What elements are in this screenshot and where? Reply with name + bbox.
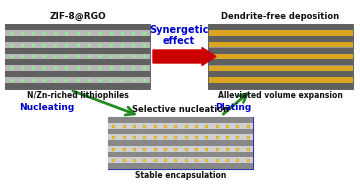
Bar [5,53,150,60]
Bar [5,77,150,83]
Bar [208,60,353,65]
Bar [208,24,353,30]
FancyArrow shape [153,47,216,66]
Bar [108,157,253,163]
Bar [208,77,352,83]
Text: Nucleating: Nucleating [19,103,75,112]
Bar [108,152,253,157]
Bar [5,83,150,89]
Bar [5,48,150,53]
Text: Stable encapsulation: Stable encapsulation [135,171,226,180]
Bar [208,54,352,59]
Text: Alleviated volume expansion: Alleviated volume expansion [218,91,343,100]
Bar [108,117,253,169]
Bar [208,83,353,89]
Bar [5,60,150,65]
Bar [208,66,352,71]
Text: Plating: Plating [215,103,252,112]
Bar [108,129,253,134]
Bar [108,163,253,169]
Text: ZIF-8@RGO: ZIF-8@RGO [49,12,106,21]
Bar [108,146,253,152]
Text: Selective nucleation: Selective nucleation [132,105,229,114]
Bar [208,42,352,47]
Bar [208,36,353,42]
Bar [5,42,150,48]
Bar [5,24,150,30]
Bar [5,24,150,89]
Bar [108,117,253,123]
Bar [5,65,150,71]
Text: N/Zn-riched lithiophiles: N/Zn-riched lithiophiles [27,91,129,100]
Bar [5,30,150,36]
Text: Synergetic
effect: Synergetic effect [149,25,209,46]
Bar [108,134,253,140]
Bar [108,123,253,129]
Bar [208,71,353,77]
Bar [208,30,352,36]
Bar [208,24,353,89]
Bar [208,48,353,53]
Bar [5,36,150,42]
Bar [108,140,253,146]
Bar [5,71,150,77]
Text: Dendrite-free deposition: Dendrite-free deposition [221,12,339,21]
